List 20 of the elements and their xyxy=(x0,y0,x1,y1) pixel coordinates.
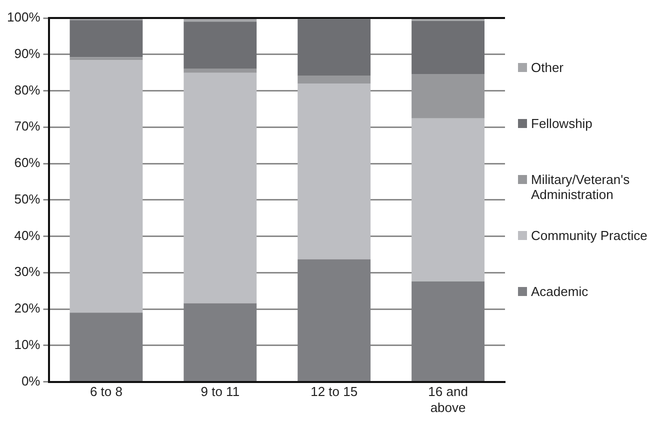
y-tick-label: 80% xyxy=(14,82,41,98)
legend-label: Academic xyxy=(531,284,588,299)
y-tick-label: 90% xyxy=(14,46,41,61)
legend-label: Other xyxy=(531,60,564,75)
legend-label: Fellowship xyxy=(531,116,592,131)
y-tick-label: 70% xyxy=(14,118,41,134)
y-tick-label: 40% xyxy=(14,228,41,243)
y-tick-label: 100% xyxy=(7,10,41,25)
y-tick-label: 50% xyxy=(14,191,41,206)
legend-label: Military/Veteran's Administration xyxy=(531,172,631,202)
x-tick-label: 16 and above xyxy=(428,384,468,415)
y-tick-label: 30% xyxy=(14,264,41,280)
x-tick-label: 6 to 8 xyxy=(90,384,122,400)
legend-label: Community Practice xyxy=(531,228,648,243)
y-tick-label: 10% xyxy=(14,337,41,352)
y-tick-label: 20% xyxy=(14,300,41,316)
y-tick-label: 0% xyxy=(21,373,41,388)
y-tick-label: 60% xyxy=(14,155,41,170)
x-tick-label: 9 to 11 xyxy=(200,384,240,400)
x-tick-label: 12 to 15 xyxy=(310,384,358,400)
